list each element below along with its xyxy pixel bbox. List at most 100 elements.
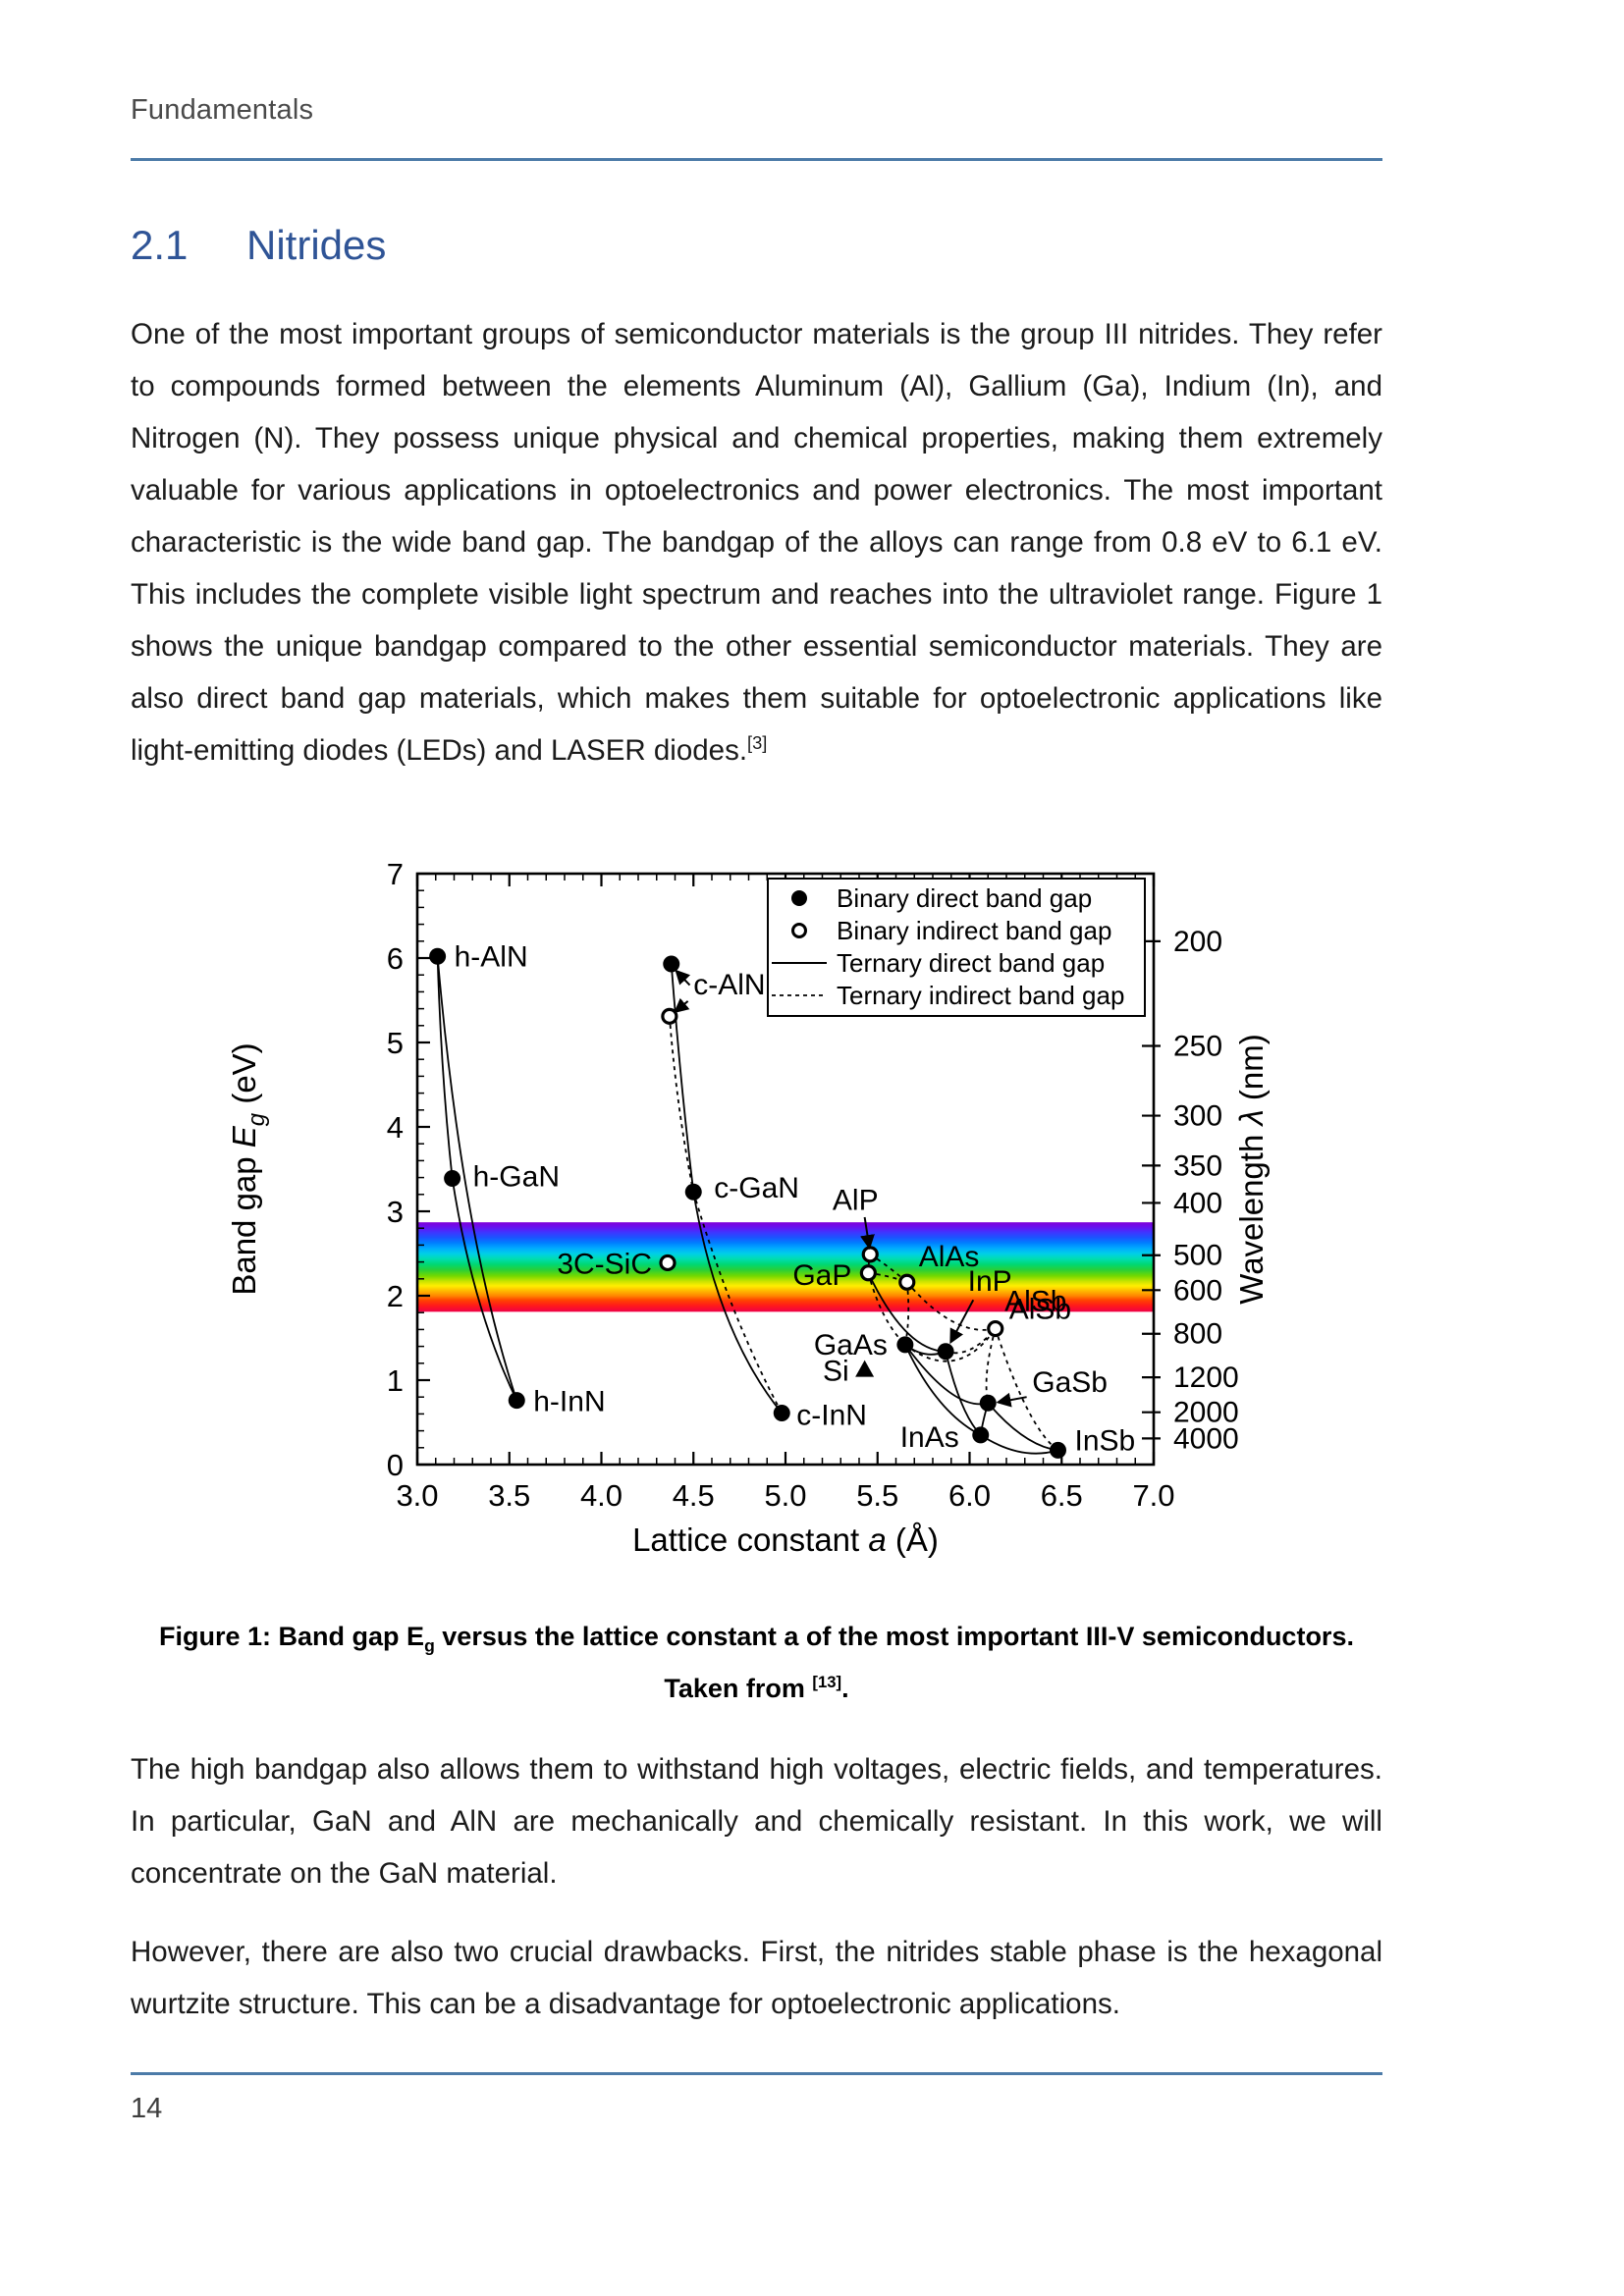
ternary-curve-solid (670, 963, 695, 1193)
point-label-AlAs: AlAs (919, 1241, 980, 1273)
annotation-label-InP: InP (968, 1265, 1012, 1298)
figure-caption: Figure 1: Band gap Eg versus the lattice… (131, 1618, 1382, 1707)
wavelength-tick-label: 350 (1173, 1149, 1222, 1182)
paragraph-1: One of the most important groups of semi… (131, 308, 1382, 776)
ternary-curve-dashed (692, 1191, 784, 1414)
y-tick-label: 0 (387, 1448, 404, 1482)
point-label-c-InN: c-InN (796, 1400, 867, 1432)
point-label-InAs: InAs (900, 1421, 959, 1454)
y-tick-label: 5 (387, 1026, 404, 1060)
y-tick-label: 7 (387, 857, 404, 891)
y-tick-label: 1 (387, 1363, 404, 1398)
data-point-h-AlN (429, 947, 447, 965)
data-point-GaSb (979, 1394, 997, 1412)
wavelength-tick-label: 500 (1173, 1240, 1222, 1272)
point-label-c-GaN: c-GaN (714, 1172, 799, 1204)
ternary-curve-dashed (904, 1328, 997, 1362)
legend-label: Ternary direct band gap (837, 948, 1105, 978)
x-tick-label: 4.5 (673, 1478, 715, 1513)
data-point-AlP (861, 1246, 879, 1263)
figure-1-bandgap-chart: 3.0 3.5 4.0 4.5 5.0 5.5 6.0 6.5 7.0 0 1 2 3 4 5 6 7 200 25… (226, 846, 1355, 1608)
point-label-3C-SiC: 3C-SiC (557, 1248, 652, 1280)
x-tick-label: 5.5 (856, 1478, 898, 1513)
wavelength-tick-label: 4000 (1173, 1422, 1239, 1455)
page-header: Fundamentals (131, 94, 314, 126)
wavelength-tick-label: 800 (1173, 1318, 1222, 1351)
ternary-curve-dashed (994, 1328, 1059, 1452)
chart-annotations: AlP InP GaSb c-AlN AlSb (674, 969, 1108, 1408)
citation-ref-3: [3] (747, 732, 768, 754)
ternary-alloy-curves (436, 956, 1059, 1455)
figure-caption-line2: Taken from [13]. (664, 1673, 849, 1704)
y2-axis-title: Wavelength λ (nm) (1233, 1034, 1270, 1304)
x-tick-label: 5.0 (764, 1478, 806, 1513)
x-tick-label: 4.0 (580, 1478, 623, 1513)
annotation-label-c-AlN: c-AlN (693, 969, 765, 1001)
x-tick-label: 3.5 (488, 1478, 530, 1513)
annotation-arrow-GaSb (996, 1392, 1027, 1408)
y-tick-label: 2 (387, 1279, 404, 1313)
point-label-AlSb: AlSb (1009, 1294, 1071, 1326)
annotation-label-AlSb: AlSb (1004, 1285, 1066, 1317)
paragraph-3: However, there are also two crucial draw… (131, 1936, 1382, 2020)
data-point-InP (937, 1343, 954, 1361)
paragraph-2: The high bandgap also allows them to wit… (131, 1753, 1382, 1890)
data-point-AlSb (987, 1319, 1004, 1338)
point-label-GaP: GaP (792, 1259, 851, 1292)
annotation-arrow-c-AlN (675, 969, 691, 987)
data-point-GaAs (896, 1336, 914, 1354)
paragraph-1-text: One of the most important groups of semi… (131, 318, 1382, 767)
header-rule (131, 158, 1382, 161)
ternary-curve-solid (692, 1192, 783, 1415)
section-title: Nitrides (246, 222, 387, 268)
data-point-AlAs (898, 1273, 916, 1291)
point-label-InSb: InSb (1075, 1424, 1136, 1457)
wavelength-tick-label: 200 (1173, 926, 1222, 958)
ternary-curve-solid (987, 1402, 1058, 1452)
ternary-curve-solid (980, 1434, 1058, 1455)
y-tick-label: 3 (387, 1195, 404, 1229)
annotation-arrow-AlP (860, 1216, 875, 1251)
section-heading: 2.1 Nitrides (131, 222, 386, 269)
section-number: 2.1 (131, 222, 189, 268)
wavelength-tick-label: 2000 (1173, 1397, 1239, 1429)
annotation-arrow-c-AlN (674, 997, 690, 1014)
data-point-GaP (859, 1264, 877, 1282)
data-point-Si (855, 1360, 875, 1377)
y-axis-title: Band gap Eg (eV) (226, 1042, 270, 1295)
annotation-label-GaSb: GaSb (1032, 1366, 1108, 1399)
data-point-h-GaN (444, 1169, 461, 1187)
ternary-curve-solid (867, 1272, 947, 1353)
data-point-3C-SiC (659, 1254, 677, 1272)
wavelength-tick-label: 400 (1173, 1187, 1222, 1219)
data-point-c-AlN (661, 1007, 678, 1025)
bandgap-vs-lattice-chart: 3.0 3.5 4.0 4.5 5.0 5.5 6.0 6.5 7.0 0 1 2 3 4 5 6 7 200 25… (226, 857, 1270, 1558)
visible-spectrum-band (417, 1222, 1154, 1312)
wavelength-tick-label: 1200 (1173, 1362, 1239, 1394)
figure-caption-line1: Figure 1: Band gap Eg versus the lattice… (159, 1622, 1354, 1656)
x-axis-title: Lattice constant a (Å) (632, 1522, 939, 1558)
point-label-Si: Si (823, 1356, 849, 1388)
x-tick-label: 6.0 (948, 1478, 991, 1513)
ternary-curve-solid (904, 1344, 982, 1436)
annotation-label-AlP: AlP (833, 1184, 879, 1216)
data-points: h-AlN h-GaN c-GaN 3C-SiC h-InN c-InN GaP AlAs Ga… (429, 940, 1135, 1459)
x-tick-label: 7.0 (1132, 1478, 1174, 1513)
legend-label: Binary indirect band gap (837, 916, 1111, 945)
wavelength-tick-label: 600 (1173, 1274, 1222, 1307)
data-point-c-AlN (663, 955, 680, 973)
data-point-InAs (972, 1426, 990, 1444)
data-point-InSb (1050, 1441, 1066, 1459)
annotation-arrow-InP (949, 1299, 975, 1345)
x-tick-label: 6.5 (1041, 1478, 1083, 1513)
data-point-c-InN (773, 1405, 790, 1422)
legend-label: Ternary indirect band gap (837, 981, 1124, 1010)
ternary-curve-dashed (906, 1281, 996, 1331)
legend-filled-circle-icon (791, 890, 807, 906)
wavelength-tick-label: 300 (1173, 1100, 1222, 1133)
point-label-h-GaN: h-GaN (473, 1160, 560, 1193)
ternary-curve-dashed (867, 1272, 906, 1346)
data-point-c-GaN (684, 1183, 702, 1201)
chart-legend: Binary direct band gap Binary indirect ba… (767, 878, 1146, 1017)
